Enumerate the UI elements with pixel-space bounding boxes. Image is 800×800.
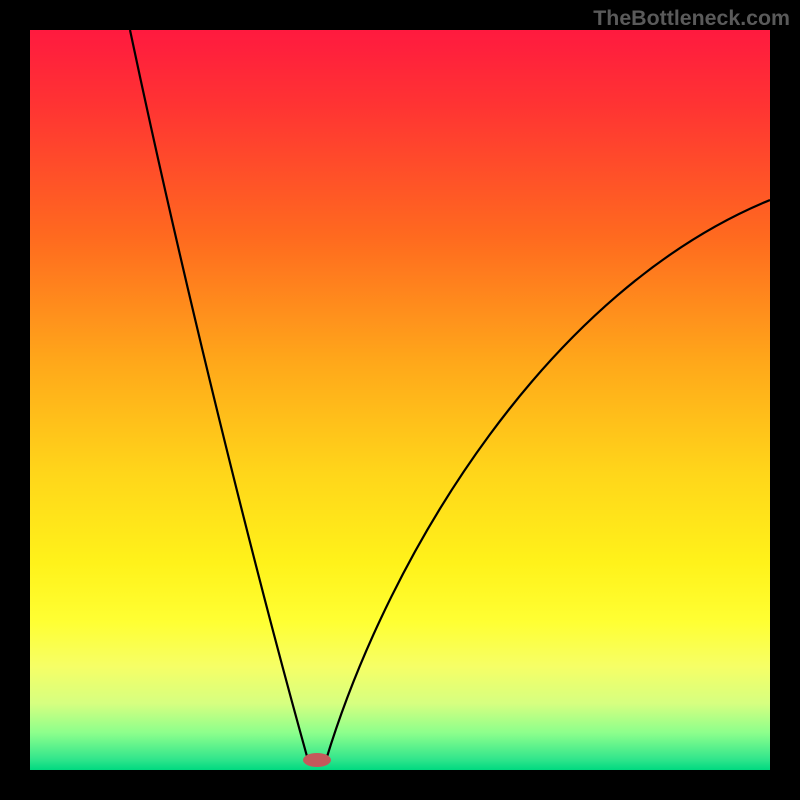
watermark-label: TheBottleneck.com	[593, 6, 790, 31]
plot-background	[30, 30, 770, 770]
chart-svg	[0, 0, 800, 800]
optimal-point-marker	[303, 753, 331, 767]
figure-root: TheBottleneck.com	[0, 0, 800, 800]
